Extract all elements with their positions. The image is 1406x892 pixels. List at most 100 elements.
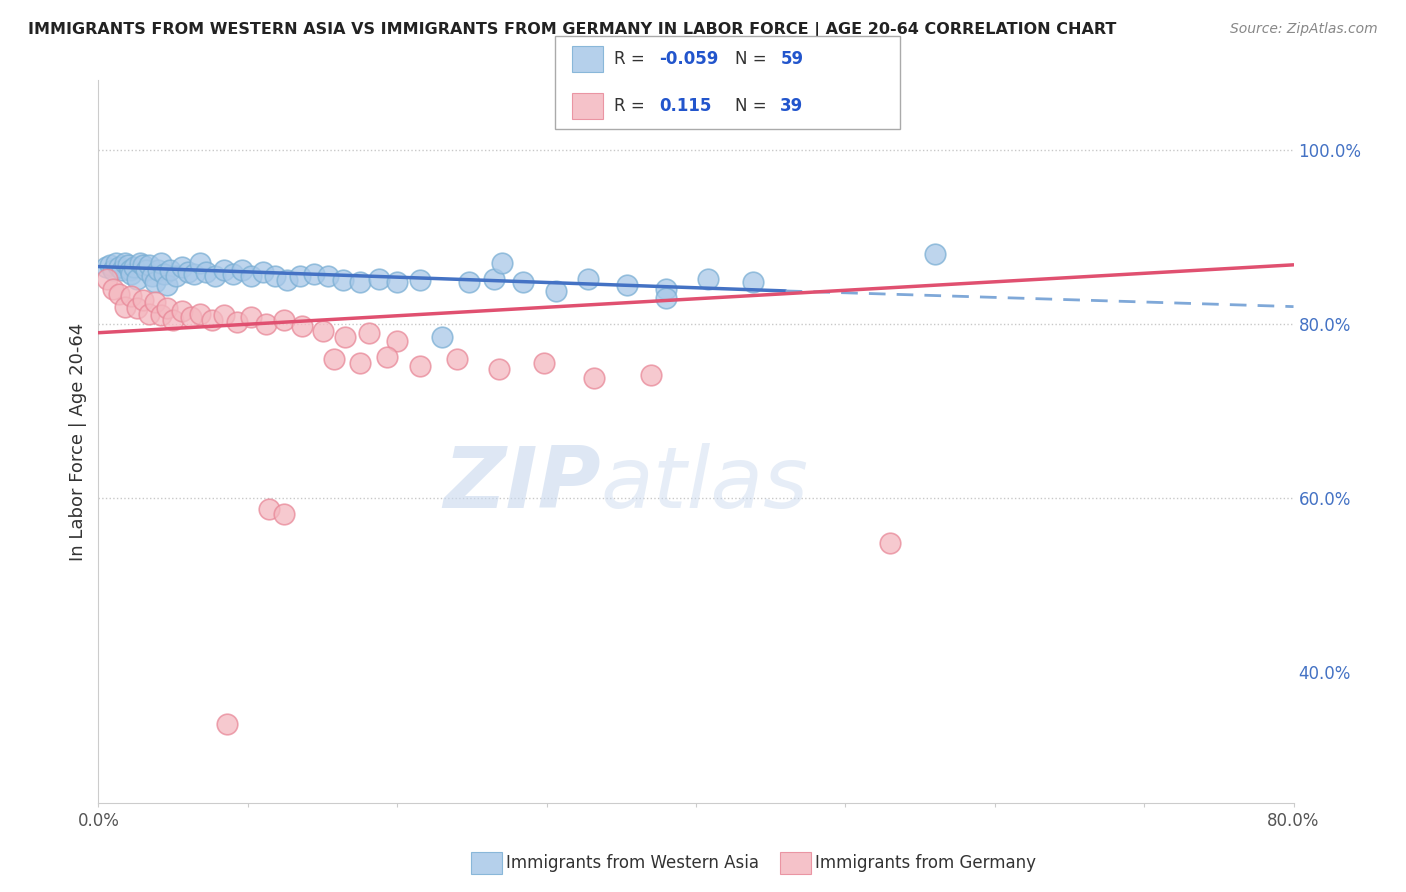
Point [108, 260, 131, 274]
Point [150, 256, 173, 270]
Point [385, 334, 409, 349]
Point [288, 269, 311, 284]
Point [333, 330, 356, 344]
Point [120, 289, 142, 303]
Point [544, 284, 567, 298]
Point [291, 318, 314, 333]
Point [188, 256, 211, 270]
Point [252, 265, 274, 279]
Point [640, 368, 662, 382]
Point [150, 308, 173, 322]
Point [118, 263, 141, 277]
Point [141, 269, 163, 284]
Point [533, 356, 555, 370]
Point [180, 310, 202, 324]
Point [263, 269, 285, 284]
Text: 0.115: 0.115 [659, 97, 711, 115]
Text: Immigrants from Germany: Immigrants from Germany [815, 855, 1036, 872]
Text: Source: ZipAtlas.com: Source: ZipAtlas.com [1230, 22, 1378, 37]
Point [159, 263, 181, 277]
Point [195, 265, 218, 279]
Point [172, 260, 194, 275]
Text: IMMIGRANTS FROM WESTERN ASIA VS IMMIGRANTS FROM GERMANY IN LABOR FORCE | AGE 20-: IMMIGRANTS FROM WESTERN ASIA VS IMMIGRAN… [28, 22, 1116, 38]
Point [484, 272, 506, 286]
Y-axis label: In Labor Force | Age 20-64: In Labor Force | Age 20-64 [69, 322, 87, 561]
Text: atlas: atlas [600, 443, 808, 526]
Point [879, 536, 901, 550]
Point [177, 265, 200, 279]
Point [332, 273, 354, 287]
Point [114, 256, 136, 270]
Point [578, 272, 600, 286]
Text: R =: R = [614, 97, 651, 115]
Point [108, 286, 131, 301]
Point [96, 272, 118, 286]
Point [375, 350, 398, 364]
Point [491, 256, 513, 270]
Point [143, 275, 166, 289]
Point [349, 275, 371, 289]
Point [408, 359, 430, 373]
Text: 39: 39 [780, 97, 804, 115]
Point [94, 260, 117, 275]
Point [138, 307, 160, 321]
Point [276, 273, 298, 287]
Point [127, 272, 149, 286]
Point [165, 269, 187, 284]
Point [127, 301, 149, 316]
Point [201, 312, 224, 326]
Point [188, 307, 211, 321]
Point [349, 356, 371, 370]
Point [143, 295, 166, 310]
Point [156, 301, 179, 316]
Point [655, 291, 678, 305]
Point [162, 312, 184, 326]
Point [583, 371, 606, 385]
Point [111, 263, 134, 277]
Point [105, 256, 128, 270]
Point [804, 839, 827, 854]
Point [368, 272, 391, 286]
Point [357, 326, 380, 340]
Point [212, 263, 235, 277]
Text: N =: N = [735, 97, 772, 115]
Point [430, 330, 453, 344]
Text: N =: N = [735, 50, 772, 68]
Point [512, 275, 534, 289]
Text: R =: R = [614, 50, 651, 68]
Point [129, 256, 152, 270]
Point [138, 258, 160, 272]
Point [458, 275, 481, 289]
Point [103, 282, 125, 296]
Point [697, 272, 720, 286]
Point [488, 362, 510, 376]
Point [226, 315, 249, 329]
Point [103, 263, 125, 277]
Point [98, 258, 122, 272]
Point [156, 277, 179, 292]
Point [204, 269, 226, 284]
Point [212, 308, 235, 322]
Point [655, 282, 678, 296]
Point [273, 507, 295, 521]
Text: Immigrants from Western Asia: Immigrants from Western Asia [506, 855, 759, 872]
Point [318, 269, 340, 284]
Point [114, 300, 136, 314]
Point [132, 293, 155, 307]
Point [254, 317, 277, 331]
Point [323, 351, 346, 366]
Point [132, 258, 155, 272]
Point [117, 258, 139, 272]
Point [120, 267, 142, 281]
Text: -0.059: -0.059 [659, 50, 718, 68]
Point [302, 267, 325, 281]
Point [239, 269, 262, 284]
Point [273, 312, 295, 326]
Point [408, 273, 430, 287]
Point [446, 351, 468, 366]
Point [172, 304, 194, 318]
Text: 59: 59 [780, 50, 803, 68]
Point [215, 717, 238, 731]
Point [924, 247, 946, 261]
Point [257, 501, 280, 516]
